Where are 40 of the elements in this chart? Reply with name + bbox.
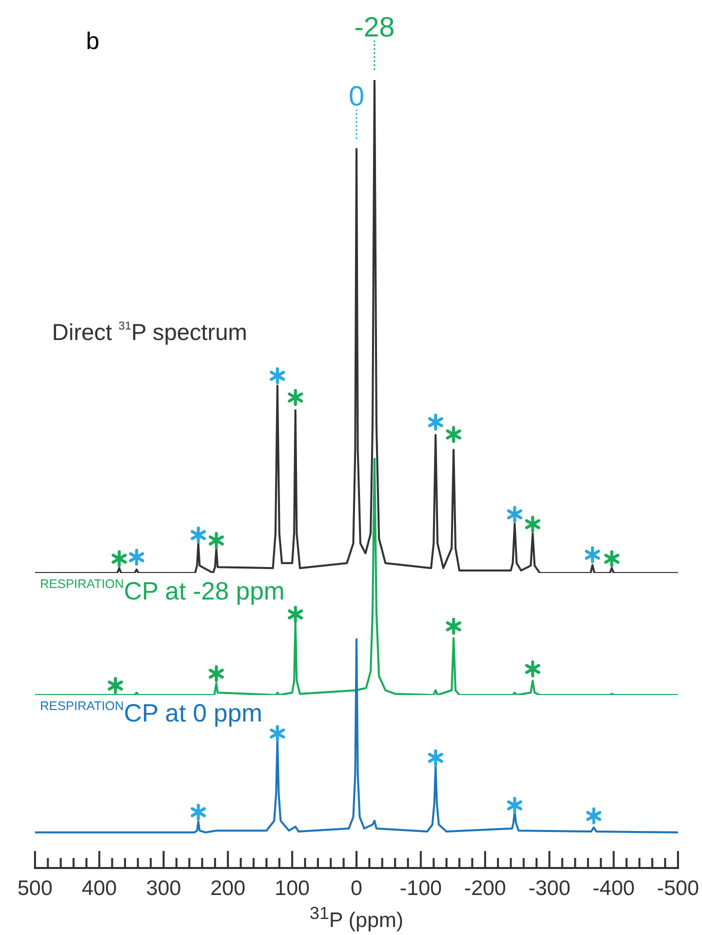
series-label: $^{RESPIRATION}$CP at -28 ppm (40, 577, 285, 606)
ref-line-label: 0 (348, 80, 364, 112)
point (586, 807, 602, 824)
series-label: $^{RESPIRATION}$CP at 0 ppm (40, 699, 262, 728)
point (584, 546, 600, 564)
point (270, 725, 285, 742)
x-tick-label: -100 (400, 877, 442, 900)
point (190, 526, 206, 544)
x-tick-label: -200 (464, 877, 506, 900)
point (604, 550, 620, 568)
point (428, 749, 444, 766)
ref-line-label: -28 (354, 12, 395, 43)
x-tick-label: -400 (592, 877, 635, 900)
point (446, 618, 462, 635)
x-tick-label: -300 (528, 877, 570, 900)
point (129, 548, 144, 566)
point (208, 665, 224, 682)
point (507, 796, 522, 814)
point (190, 804, 206, 821)
point (507, 506, 522, 523)
x-tick-label: 200 (210, 877, 246, 900)
x-tick-label: 400 (82, 877, 117, 900)
point (108, 677, 123, 694)
text: b (86, 28, 100, 56)
x-tick-label: 100 (274, 877, 310, 900)
point (525, 660, 540, 678)
point (112, 550, 127, 568)
point (270, 367, 285, 384)
point (428, 414, 444, 431)
point (446, 426, 462, 443)
point (525, 516, 540, 533)
point (208, 532, 224, 549)
x-tick-label: 300 (146, 877, 182, 900)
text: Direct $^{31}$P spectrum (52, 319, 248, 345)
x-tick-label: 0 (350, 877, 362, 900)
x-tick-label: 500 (17, 877, 53, 900)
x-axis-title: $^{31}$P (ppm) (308, 903, 404, 933)
x-tick-label: -500 (656, 877, 700, 900)
point (288, 606, 303, 623)
point (288, 388, 303, 406)
